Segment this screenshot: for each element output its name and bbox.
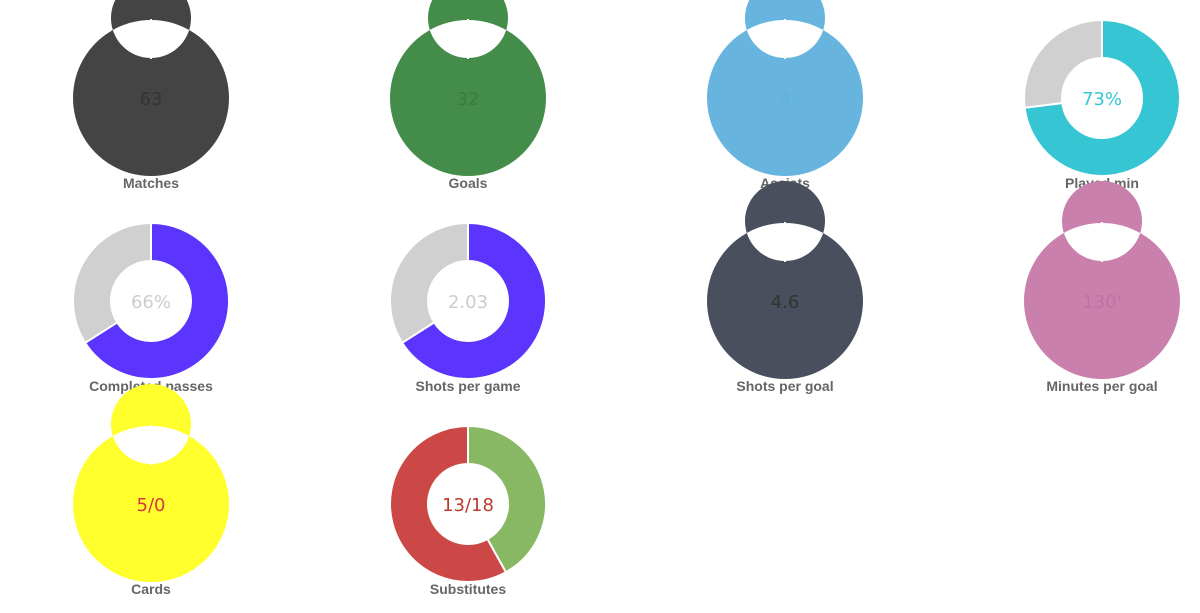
stat-minutes-per-goal: 130' Minutes per goal	[979, 181, 1200, 410]
shots-per-goal-slice-1	[706, 181, 863, 379]
shots-per-goal-donut: 4.6	[706, 181, 863, 379]
goals-slice-1	[390, 0, 546, 176]
minutes-per-goal-donut: 130'	[1023, 181, 1180, 379]
shots-per-game-value: 2.03	[448, 292, 488, 313]
goals-donut: 32	[390, 0, 546, 176]
matches-label: Matches	[122, 175, 180, 191]
played-min-slice-2	[1023, 19, 1103, 109]
stat-played-min: 73%Played min	[979, 7, 1200, 207]
stat-cards: 5/0 Cards	[28, 384, 268, 613]
cards-label: Cards	[131, 581, 171, 597]
substitutes-label: Substitutes	[429, 581, 507, 597]
shots-per-goal-label: Shots per goal	[736, 378, 834, 394]
cards-value: 5/0	[137, 495, 166, 516]
completed-passes-slice-2	[72, 222, 152, 344]
minutes-per-goal-value: 130'	[1082, 292, 1121, 313]
stat-goals: 32 Goals	[345, 0, 585, 207]
played-min-slice-1	[1023, 19, 1181, 177]
assists-donut: 4	[707, 0, 863, 176]
stat-matches: 63 Matches	[28, 0, 268, 207]
cards-donut: 5/0	[72, 384, 229, 582]
cards-slice-1	[72, 384, 229, 582]
substitutes-slice-2	[389, 425, 507, 583]
goals-value: 32	[457, 89, 480, 110]
matches-donut: 63	[73, 0, 229, 176]
minutes-per-goal-slice-1	[1023, 181, 1180, 379]
shots-per-game-donut: 2.03	[389, 222, 547, 380]
shots-per-game-label: Shots per game	[415, 378, 521, 394]
stat-assists: 4Assists	[662, 0, 902, 207]
assists-value: 4	[779, 89, 790, 110]
played-min-donut: 73%	[1023, 19, 1181, 177]
stat-shots-per-game: 2.03 Shots per game	[345, 210, 585, 410]
substitutes-donut: 13/18	[389, 425, 547, 583]
played-min-value: 73%	[1082, 89, 1122, 110]
matches-value: 63	[140, 89, 163, 110]
shots-per-game-slice-2	[389, 222, 469, 344]
stat-completed-passes: 66%Completed passes	[28, 210, 268, 410]
matches-slice-1	[73, 0, 229, 176]
completed-passes-donut: 66%	[72, 222, 230, 380]
substitutes-slice-1	[467, 425, 547, 574]
minutes-per-goal-label: Minutes per goal	[1046, 378, 1158, 394]
shots-per-game-slice-1	[401, 222, 547, 380]
completed-passes-slice-1	[84, 222, 230, 380]
shots-per-goal-value: 4.6	[771, 292, 800, 313]
completed-passes-value: 66%	[131, 292, 171, 313]
assists-slice-1	[707, 0, 863, 176]
stat-shots-per-goal: 4.6 Shots per goal	[662, 181, 902, 410]
stat-substitutes: 13/18 Substitutes	[345, 413, 585, 613]
goals-label: Goals	[448, 175, 488, 191]
substitutes-value: 13/18	[442, 495, 494, 516]
